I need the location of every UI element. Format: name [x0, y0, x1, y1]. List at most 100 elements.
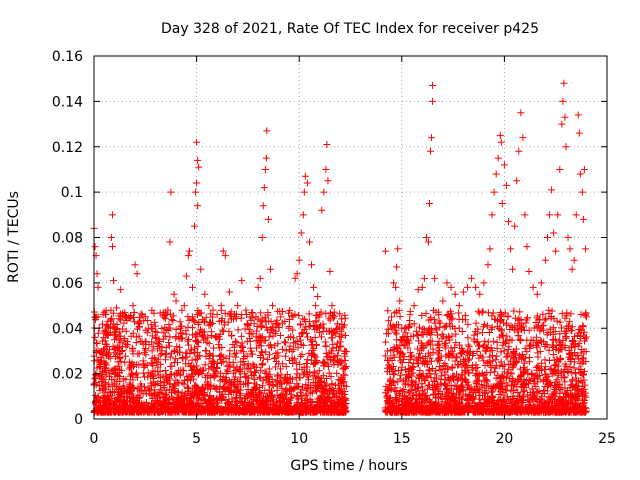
data-point [234, 326, 242, 334]
data-point [244, 322, 252, 330]
data-point [465, 343, 473, 351]
data-point [99, 351, 107, 359]
data-point [133, 270, 141, 278]
data-point [129, 376, 137, 384]
data-point [318, 206, 326, 214]
data-point [324, 360, 332, 368]
data-point [110, 349, 118, 357]
data-point [216, 377, 224, 385]
data-point [534, 363, 542, 371]
data-point [217, 302, 225, 310]
data-point [254, 283, 262, 291]
data-point [184, 323, 192, 331]
data-point [455, 302, 463, 310]
data-point [516, 335, 524, 343]
data-point [150, 343, 158, 351]
data-point [455, 324, 463, 332]
data-point [556, 318, 564, 326]
data-point [567, 381, 575, 389]
data-point [193, 179, 201, 187]
data-point [266, 265, 274, 273]
data-point [570, 256, 578, 264]
data-point [208, 319, 216, 327]
data-point [117, 358, 125, 366]
data-point [239, 343, 247, 351]
data-point [91, 243, 99, 251]
data-point [103, 322, 111, 330]
data-point [132, 339, 140, 347]
data-point [264, 215, 272, 223]
data-point [501, 309, 509, 317]
data-point [170, 348, 178, 356]
data-point [558, 310, 566, 318]
data-point [102, 359, 110, 367]
data-point [269, 302, 277, 310]
data-point [225, 288, 233, 296]
data-point [194, 156, 202, 164]
data-point [323, 140, 331, 148]
data-point [478, 329, 486, 337]
data-point [393, 330, 401, 338]
data-point [326, 386, 334, 394]
data-point [131, 318, 139, 326]
data-point [426, 370, 434, 378]
data-point [244, 394, 252, 402]
data-point [504, 313, 512, 321]
data-point [473, 380, 481, 388]
data-point [409, 369, 417, 377]
data-point [238, 277, 246, 285]
data-point [107, 234, 115, 241]
data-point [484, 261, 492, 269]
data-point [243, 365, 251, 373]
data-point [382, 338, 390, 346]
data-point [404, 333, 412, 341]
data-point [94, 283, 102, 291]
data-point [186, 350, 194, 358]
data-point [554, 211, 562, 219]
data-point [394, 378, 402, 386]
data-point [420, 358, 428, 366]
data-point [426, 199, 434, 207]
data-point [336, 310, 344, 318]
data-point [421, 377, 429, 385]
data-point [201, 334, 209, 342]
data-point [480, 320, 488, 328]
data-point [334, 320, 342, 328]
data-point [496, 318, 504, 326]
data-point [312, 311, 320, 319]
data-point [159, 382, 167, 390]
data-point [504, 346, 512, 354]
data-point [391, 309, 399, 317]
data-point [539, 310, 547, 318]
data-point [581, 335, 589, 343]
data-point [100, 334, 108, 342]
data-point [381, 352, 389, 360]
data-point [259, 360, 267, 368]
data-point [484, 322, 492, 330]
data-point [275, 398, 283, 406]
data-point [296, 388, 304, 396]
data-point [264, 309, 272, 317]
data-point [399, 377, 407, 385]
data-point [432, 324, 440, 332]
data-point [419, 343, 427, 351]
data-point [339, 365, 347, 373]
data-point [325, 369, 333, 377]
data-point [562, 334, 570, 342]
data-point [232, 353, 240, 361]
data-point [451, 290, 459, 298]
data-point [264, 356, 272, 364]
data-point [390, 351, 398, 359]
data-point [453, 390, 461, 398]
data-point [184, 252, 192, 260]
grid [94, 56, 607, 419]
data-point [312, 302, 320, 310]
data-point [459, 288, 467, 296]
data-point [487, 363, 495, 371]
data-point [320, 188, 328, 196]
data-point [419, 325, 427, 333]
data-point [290, 339, 298, 347]
data-point [94, 329, 102, 337]
data-point [505, 343, 513, 351]
